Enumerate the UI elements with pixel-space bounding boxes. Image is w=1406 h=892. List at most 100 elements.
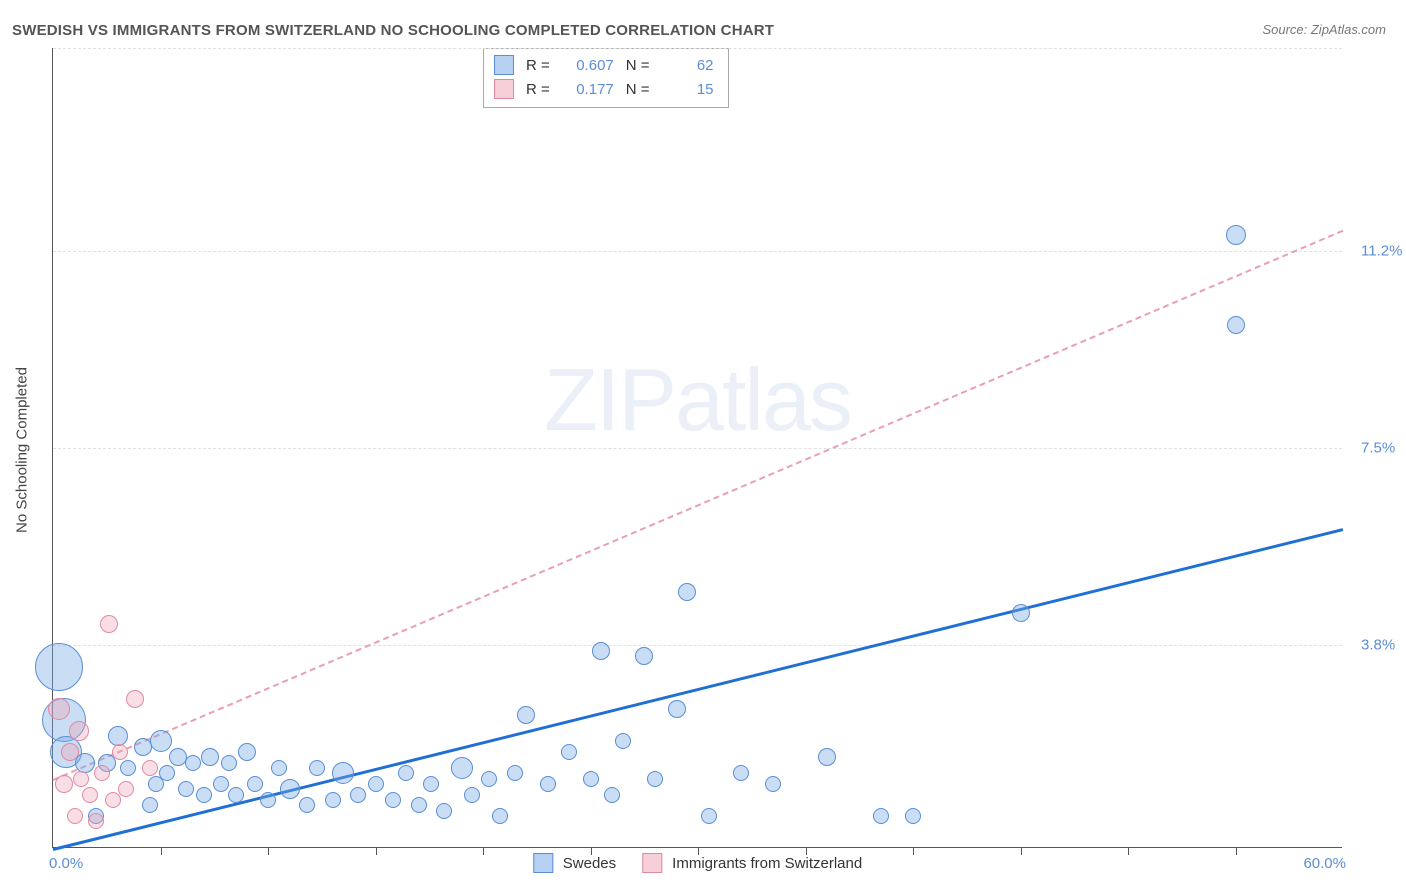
data-point [647, 771, 663, 787]
data-point [196, 787, 212, 803]
data-point [69, 721, 89, 741]
legend-row-pink: R = 0.177 N = 15 [494, 77, 714, 101]
data-point [678, 583, 696, 601]
watermark: ZIPatlas [544, 349, 851, 451]
series-legend: Swedes Immigrants from Switzerland [533, 853, 862, 873]
data-point [55, 775, 73, 793]
data-point [280, 779, 300, 799]
swatch-blue [533, 853, 553, 873]
r-label: R = [526, 81, 550, 98]
data-point [201, 748, 219, 766]
data-point [765, 776, 781, 792]
n-label: N = [626, 81, 650, 98]
data-point [82, 787, 98, 803]
x-tick-label: 60.0% [1303, 855, 1346, 872]
data-point [271, 760, 287, 776]
swatch-blue [494, 55, 514, 75]
y-tick-label: 3.8% [1361, 637, 1395, 654]
data-point [635, 647, 653, 665]
data-point [309, 760, 325, 776]
data-point [142, 760, 158, 776]
gridline [53, 645, 1342, 646]
data-point [142, 797, 158, 813]
data-point [67, 808, 83, 824]
trend-line-swedes [53, 528, 1344, 851]
data-point [905, 808, 921, 824]
x-tick [1021, 847, 1022, 855]
data-point [668, 700, 686, 718]
data-point [540, 776, 556, 792]
correlation-legend: R = 0.607 N = 62 R = 0.177 N = 15 [483, 48, 729, 108]
x-tick [806, 847, 807, 855]
data-point [100, 615, 118, 633]
n-value-blue: 62 [662, 57, 714, 74]
data-point [464, 787, 480, 803]
data-point [385, 792, 401, 808]
data-point [507, 765, 523, 781]
data-point [228, 787, 244, 803]
data-point [238, 743, 256, 761]
trend-line-swiss [53, 229, 1344, 780]
gridline [53, 251, 1342, 252]
x-tick [268, 847, 269, 855]
data-point [423, 776, 439, 792]
data-point [120, 760, 136, 776]
data-point [592, 642, 610, 660]
data-point [332, 762, 354, 784]
data-point [873, 808, 889, 824]
data-point [178, 781, 194, 797]
r-label: R = [526, 57, 550, 74]
source-name: ZipAtlas.com [1311, 22, 1386, 37]
data-point [159, 765, 175, 781]
data-point [398, 765, 414, 781]
gridline [53, 448, 1342, 449]
x-tick [1128, 847, 1129, 855]
r-value-pink: 0.177 [562, 81, 614, 98]
x-tick [913, 847, 914, 855]
legend-label-swiss: Immigrants from Switzerland [672, 855, 862, 872]
n-value-pink: 15 [662, 81, 714, 98]
data-point [112, 744, 128, 760]
data-point [35, 643, 83, 691]
data-point [88, 813, 104, 829]
data-point [517, 706, 535, 724]
legend-item-swedes: Swedes [533, 853, 616, 873]
data-point [61, 743, 79, 761]
data-point [1227, 316, 1245, 334]
data-point [221, 755, 237, 771]
data-point [118, 781, 134, 797]
data-point [94, 765, 110, 781]
data-point [247, 776, 263, 792]
data-point [583, 771, 599, 787]
data-point [701, 808, 717, 824]
x-tick-label: 0.0% [49, 855, 83, 872]
data-point [368, 776, 384, 792]
x-tick [483, 847, 484, 855]
data-point [150, 730, 172, 752]
data-point [350, 787, 366, 803]
x-tick [1236, 847, 1237, 855]
data-point [561, 744, 577, 760]
data-point [105, 792, 121, 808]
data-point [1226, 225, 1246, 245]
watermark-bold: ZIP [544, 350, 675, 449]
data-point [185, 755, 201, 771]
data-point [604, 787, 620, 803]
y-axis-label: No Schooling Completed [14, 367, 31, 533]
x-tick [376, 847, 377, 855]
y-tick-label: 7.5% [1361, 440, 1395, 457]
data-point [451, 757, 473, 779]
chart-title: SWEDISH VS IMMIGRANTS FROM SWITZERLAND N… [12, 22, 774, 39]
watermark-thin: atlas [675, 350, 851, 449]
data-point [299, 797, 315, 813]
swatch-pink [642, 853, 662, 873]
data-point [213, 776, 229, 792]
source-prefix: Source: [1262, 22, 1310, 37]
data-point [108, 726, 128, 746]
data-point [733, 765, 749, 781]
data-point [492, 808, 508, 824]
x-tick [161, 847, 162, 855]
swatch-pink [494, 79, 514, 99]
scatter-plot: ZIPatlas R = 0.607 N = 62 R = 0.177 N = … [52, 48, 1342, 848]
data-point [818, 748, 836, 766]
